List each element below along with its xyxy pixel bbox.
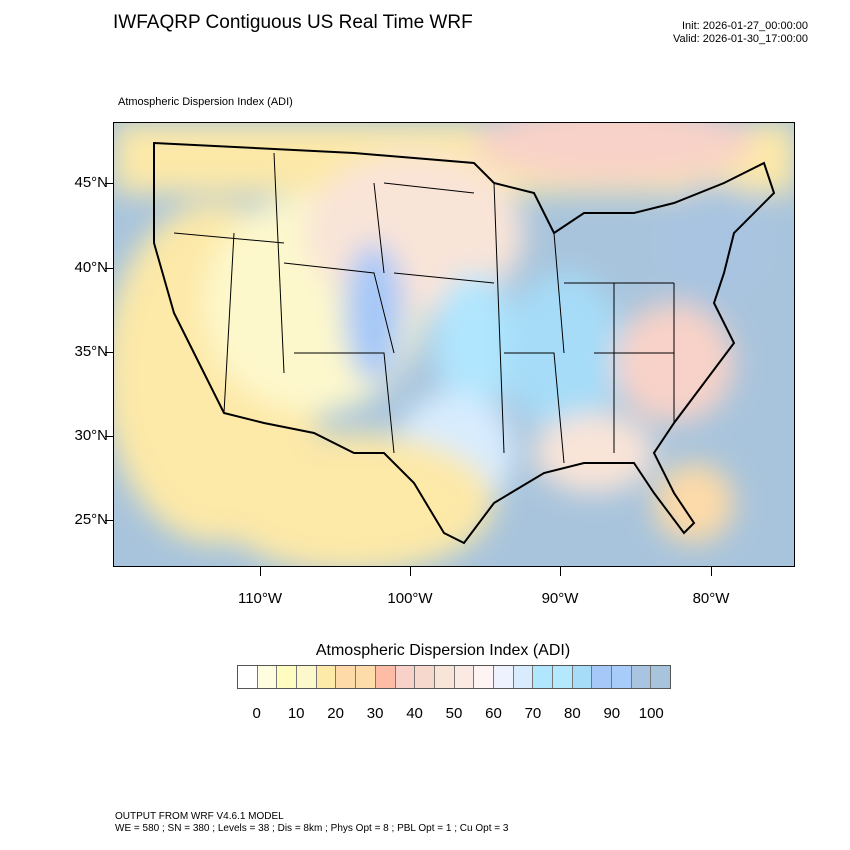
colorbar-swatch [336,666,357,688]
state-borders [173,152,675,464]
colorbar-label: 60 [485,705,502,722]
lon-label: 110°W [237,590,283,607]
lon-tick [560,567,561,576]
lon-label: 80°W [692,590,730,607]
adi-field [114,123,794,566]
colorbar-swatch [533,666,553,688]
lat-label: 30°N [74,427,108,444]
colorbar-label: 90 [603,705,621,722]
lat-tick [105,436,113,437]
colorbar-swatch [631,666,652,688]
colorbar-swatch [434,666,455,688]
colorbar-swatch [493,666,514,688]
lon-tick [410,567,411,576]
colorbar-label: 30 [366,705,384,722]
lat-label: 45°N [74,174,108,191]
lon-tick [711,567,712,576]
field-subtitle: Atmospheric Dispersion Index (ADI) [118,96,293,108]
lon-tick [260,567,261,576]
lat-tick [105,268,113,269]
colorbar-label: 20 [327,705,344,722]
colorbar-swatch [356,666,376,688]
init-time: Init: 2026-01-27_00:00:00 [682,20,808,32]
colorbar-swatch [572,666,593,688]
lat-label: 35°N [74,343,108,360]
lat-tick [105,352,113,353]
colorbar-swatch [415,666,435,688]
colorbar-swatch [375,666,396,688]
colorbar-label: 70 [524,705,542,722]
lat-tick [105,520,113,521]
colorbar-swatch [238,666,258,688]
colorbar-swatch [257,666,278,688]
colorbar-swatch [316,666,337,688]
colorbar-swatch [553,666,573,688]
colorbar-label: 50 [445,705,463,722]
run-times: Init: 2026-01-27_00:00:00 Valid: 2026-01… [673,20,808,46]
colorbar-swatch [474,666,494,688]
model-version: OUTPUT FROM WRF V4.6.1 MODEL [115,811,284,822]
colorbar-swatch [277,666,298,688]
colorbar-swatch [454,666,475,688]
colorbar-swatch [651,666,671,688]
colorbar-swatch [297,666,317,688]
colorbar-swatch [513,666,534,688]
colorbar [237,665,671,689]
colorbar-title: Atmospheric Dispersion Index (ADI) [315,642,571,659]
page-title: IWFAQRP Contiguous US Real Time WRF [113,12,473,33]
lon-label: 100°W [387,590,433,607]
adi-map [113,122,795,567]
model-config: WE = 580 ; SN = 380 ; Levels = 38 ; Dis … [115,823,509,834]
valid-time: Valid: 2026-01-30_17:00:00 [673,33,808,45]
colorbar-swatch [612,666,632,688]
colorbar-label: 40 [406,705,423,722]
lat-label: 40°N [74,259,108,276]
colorbar-swatch [592,666,613,688]
colorbar-swatch [395,666,416,688]
colorbar-label: 80 [564,705,581,722]
lon-label: 90°W [541,590,579,607]
colorbar-label: 0 [252,705,261,722]
conus-outline [153,141,776,545]
colorbar-label: 10 [287,705,305,722]
lat-tick [105,183,113,184]
map-canvas [114,123,794,566]
model-info: OUTPUT FROM WRF V4.6.1 MODEL WE = 580 ; … [115,811,508,835]
colorbar-label: 100 [638,705,664,722]
lat-label: 25°N [74,511,108,528]
